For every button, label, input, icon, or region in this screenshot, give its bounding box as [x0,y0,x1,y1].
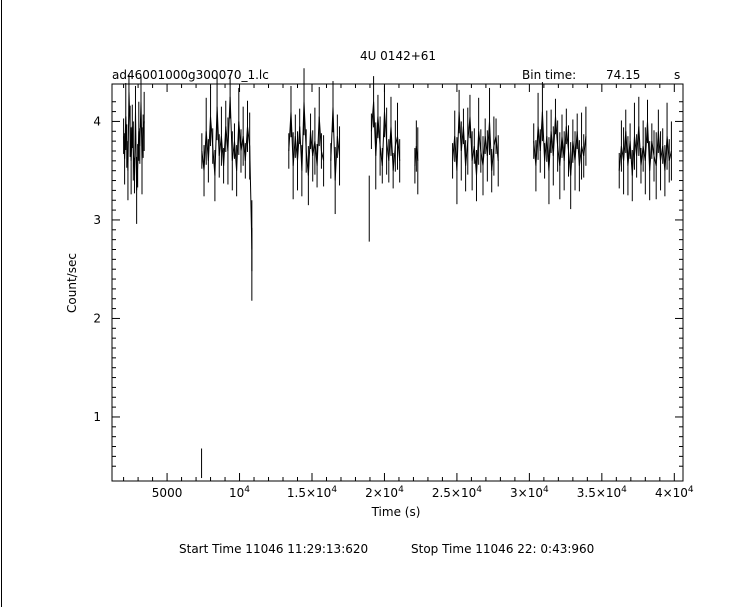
y-tick-label: 1 [93,410,101,424]
curve-segment [288,68,325,206]
axis-ticks [112,84,683,481]
y-tick-label: 2 [93,311,101,325]
x-tick-label: 3×104 [510,485,549,500]
y-axis-label: Count/sec [65,253,79,313]
start-time-label: Start Time 11046 11:29:13:620 [179,542,368,556]
stop-time-label: Stop Time 11046 22: 0:43:960 [411,542,594,556]
curve-segment [123,74,145,224]
plot-frame [111,83,684,482]
x-tick-label: 2×104 [365,485,404,500]
curve-line [201,96,253,250]
curve-segment [452,87,499,205]
curve-line [452,111,499,176]
curve-segment [330,81,341,215]
y-tick-labels: 1 2 3 4 [93,114,101,424]
y-tick-label: 4 [93,114,101,128]
y-tick-label: 3 [93,213,101,227]
bin-time-value: 74.15 [606,68,640,82]
curve-segment [370,76,401,190]
curve-segment [414,120,419,195]
x-tick-labels: 5000 104 1.5×104 2×104 2.5×104 3×104 3.5×104 4×… [152,485,694,500]
bin-time-label: Bin time: [522,68,576,82]
curve-segment [201,73,253,272]
curve-segment [533,82,587,210]
x-tick-label: 4×104 [655,485,694,500]
bin-time-unit: s [674,68,680,82]
curve-segment [618,96,672,202]
x-tick-label: 2.5×104 [432,485,482,500]
x-tick-label: 5000 [152,486,183,500]
x-tick-label: 1.5×104 [287,485,337,500]
x-tick-label: 3.5×104 [577,485,627,500]
file-name-label: ad46001000g300070_1.lc [112,68,269,82]
x-axis-label: Time (s) [371,505,421,519]
x-tick-label: 104 [229,485,250,500]
light-curve-series [123,68,672,479]
chart-title: 4U 0142+61 [360,49,436,63]
